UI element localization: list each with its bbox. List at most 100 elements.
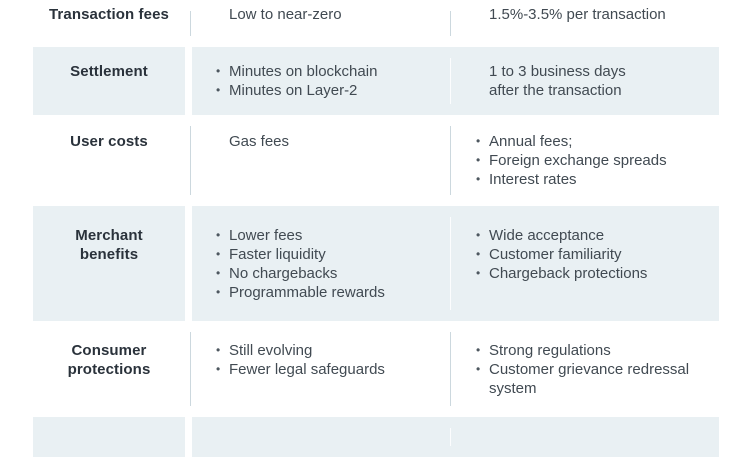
- list-item-line: Gas fees: [229, 132, 451, 151]
- list-item-text: Gas fees: [229, 133, 290, 150]
- table-row: User costs Gas fees • Annual fees; • Foreig…: [33, 115, 719, 206]
- row-content: Transaction fees Low to near-zero 1.5%-3…: [33, 0, 719, 24]
- row-label-line: protections: [67, 360, 151, 378]
- row-content: Settlement • Minutes on blockchain • Minute…: [33, 62, 719, 100]
- list-item-line: • Programmable rewards: [216, 283, 451, 302]
- list-item-line: • Annual fees;: [476, 132, 719, 151]
- bullet-icon: •: [476, 361, 481, 376]
- row-label: Merchant benefits: [33, 226, 185, 264]
- list-item-line: • Strong regulations: [476, 341, 719, 360]
- bullet-spacer: [216, 132, 229, 151]
- column-divider: [190, 11, 191, 36]
- traditional-column-cell: • Annual fees; • Foreign exchange spreads • I…: [451, 132, 719, 189]
- column-divider: [450, 428, 451, 446]
- list-item-text: Interest rates: [489, 171, 577, 188]
- row-label-line: Merchant: [75, 226, 143, 244]
- crypto-column-cell: • Still evolving • Fewer legal safeguards: [192, 341, 451, 379]
- list-item-text: Lower fees: [229, 226, 303, 244]
- bullet-icon: •: [476, 134, 481, 148]
- list-item-text: Programmable rewards: [229, 283, 385, 301]
- column-divider: [450, 217, 451, 310]
- list-item-line: Low to near-zero: [229, 5, 451, 24]
- list-item-line: • Minutes on blockchain: [216, 62, 451, 81]
- list-item-line: • Chargeback protections: [476, 264, 719, 283]
- list-item-line: • No chargebacks: [216, 264, 451, 283]
- row-label-line: Transaction fees: [49, 6, 169, 23]
- bullet-icon: •: [476, 246, 481, 261]
- list-item-line: system: [489, 379, 719, 398]
- row-label: Consumer protections: [33, 341, 185, 379]
- row-label-line: benefits: [79, 245, 139, 263]
- bullet-icon: •: [476, 265, 481, 280]
- table-row: Settlement • Minutes on blockchain • Minute…: [33, 47, 719, 115]
- column-divider: [450, 332, 451, 406]
- list-item-text: 1.5%-3.5% per transaction: [489, 6, 666, 23]
- list-item-line: • Customer grievance redressal: [476, 360, 719, 379]
- column-gap: [185, 417, 192, 457]
- row-label: Transaction fees: [33, 5, 185, 24]
- bullet-spacer: [476, 5, 489, 24]
- list-item-text: Fewer legal safeguards: [229, 360, 385, 378]
- list-item-line: • Lower fees: [216, 226, 451, 245]
- row-content: Consumer protections • Still evolving • Fewe…: [33, 341, 719, 398]
- crypto-column-cell: Gas fees: [192, 132, 451, 151]
- column-divider: [190, 126, 191, 195]
- list-item-line: • Foreign exchange spreads: [476, 151, 719, 170]
- bullet-icon: •: [476, 342, 481, 357]
- row-label: Settlement: [33, 62, 185, 81]
- list-item-line: after the transaction: [489, 81, 719, 100]
- crypto-column-cell: • Lower fees • Faster liquidity • No chargeba…: [192, 226, 451, 302]
- traditional-column-cell: • Strong regulations • Customer grievance r…: [451, 341, 719, 398]
- list-item-text: Foreign exchange spreads: [489, 152, 667, 169]
- list-item-text: Minutes on Layer-2: [229, 82, 358, 99]
- bullet-icon: •: [476, 227, 481, 242]
- column-divider: [190, 332, 191, 406]
- list-item-text: Chargeback protections: [489, 264, 648, 282]
- bullet-spacer: [476, 81, 489, 100]
- list-item-text: Still evolving: [229, 341, 313, 359]
- table-row: Consumer protections • Still evolving • Fewe…: [33, 321, 719, 417]
- list-item-text: Strong regulations: [489, 341, 611, 359]
- list-item-text: No chargebacks: [229, 264, 338, 282]
- bullet-icon: •: [216, 227, 221, 242]
- bullet-icon: •: [476, 153, 481, 167]
- row-label-line: Consumer: [71, 341, 147, 359]
- list-item-line: • Faster liquidity: [216, 245, 451, 264]
- list-item-line: • Fewer legal safeguards: [216, 360, 451, 379]
- bullet-icon: •: [216, 64, 221, 78]
- bullet-spacer: [476, 62, 489, 81]
- list-item-text: Customer familiarity: [489, 245, 622, 263]
- list-item-line: 1.5%-3.5% per transaction: [489, 5, 719, 24]
- crypto-column-cell: • Minutes on blockchain • Minutes on Layer-…: [192, 62, 451, 100]
- list-item-line: • Minutes on Layer-2: [216, 81, 451, 100]
- row-label-line: Settlement: [70, 63, 148, 80]
- traditional-column-cell: 1.5%-3.5% per transaction: [451, 5, 719, 24]
- bullet-icon: •: [216, 361, 221, 376]
- list-item-text: system: [489, 379, 537, 397]
- row-content: User costs Gas fees • Annual fees; • Foreig…: [33, 132, 719, 189]
- table-row: Transaction fees Low to near-zero 1.5%-3…: [33, 0, 719, 47]
- list-item-text: Annual fees;: [489, 133, 573, 150]
- bullet-spacer: [476, 379, 489, 398]
- list-item-text: after the transaction: [489, 82, 622, 99]
- list-item-line: • Still evolving: [216, 341, 451, 360]
- bullet-icon: •: [216, 284, 221, 299]
- column-gap: [185, 206, 192, 321]
- table-row: Merchant benefits • Lower fees • Faster liqu…: [33, 206, 719, 321]
- bullet-icon: •: [476, 172, 481, 186]
- column-gap: [185, 47, 192, 115]
- list-item-text: Low to near-zero: [229, 6, 342, 23]
- row-content: Merchant benefits • Lower fees • Faster liqu…: [33, 226, 719, 302]
- row-label: User costs: [33, 132, 185, 151]
- list-item-line: • Wide acceptance: [476, 226, 719, 245]
- list-item-line: • Customer familiarity: [476, 245, 719, 264]
- list-item-text: Minutes on blockchain: [229, 63, 378, 80]
- list-item-text: Customer grievance redressal: [489, 360, 690, 378]
- bullet-icon: •: [216, 246, 221, 261]
- column-divider: [450, 58, 451, 104]
- traditional-column-cell: • Wide acceptance • Customer familiarity • Ch…: [451, 226, 719, 283]
- row-label-line: User costs: [70, 133, 148, 150]
- list-item-text: Faster liquidity: [229, 245, 326, 263]
- traditional-column-cell: 1 to 3 business days after the transactio…: [451, 62, 719, 100]
- column-divider: [450, 126, 451, 195]
